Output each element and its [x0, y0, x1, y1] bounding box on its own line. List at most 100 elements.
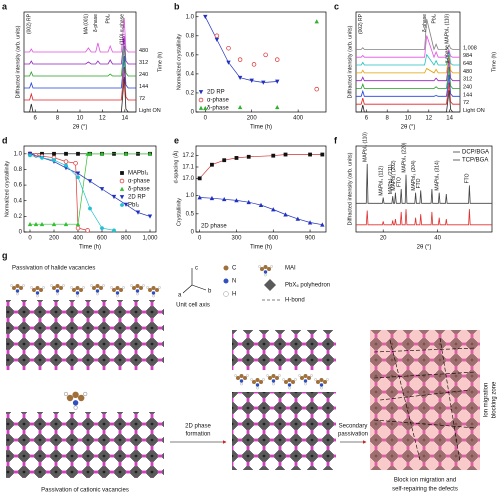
series-line	[356, 58, 460, 82]
step-text: 2D phase	[185, 424, 211, 430]
series-label: 480	[463, 69, 472, 75]
data-point	[249, 78, 254, 83]
annotation: MAPbI₃ (211)	[388, 164, 394, 194]
data-point	[73, 160, 78, 166]
legend: C N H MAI PbX₆ polyhedron H-bond	[223, 264, 330, 304]
series-line	[24, 55, 136, 89]
annotation: δ-phase	[422, 14, 428, 32]
step-text: passivation	[338, 432, 368, 438]
annotation: (002) RP	[27, 13, 33, 34]
data-point	[209, 195, 215, 201]
series-line	[356, 90, 460, 113]
data-point	[135, 210, 141, 215]
series-label: 648	[463, 61, 472, 67]
y-tick-label: 1.0	[186, 193, 195, 199]
data-point	[87, 151, 93, 156]
data-point	[275, 79, 280, 84]
x-tick-label: 600	[97, 236, 108, 242]
octahedra	[232, 392, 336, 470]
y-tick-label: 1.0	[14, 151, 23, 157]
right-axis-label: Time (h)	[157, 52, 163, 72]
data-point	[246, 199, 251, 205]
legend-label: α-phase	[207, 98, 229, 104]
blocking-zone	[370, 330, 480, 470]
series-label: 72	[463, 100, 469, 106]
x-axis-label: Time (h)	[250, 125, 272, 131]
data-point	[275, 57, 280, 62]
x-tick-label: 200	[49, 236, 60, 242]
panel-letter: a	[2, 1, 8, 11]
legend-label: 2D RP	[207, 90, 225, 96]
plot-frame	[23, 145, 157, 233]
annotation: MAPbI₃ (202)	[391, 160, 397, 190]
step-text: formation	[185, 432, 210, 438]
series-line	[356, 163, 492, 204]
series-label: 480	[139, 48, 148, 54]
data-point	[275, 104, 280, 110]
caption-text: self-repairing the defects	[392, 487, 458, 493]
data-point	[123, 202, 129, 207]
y-axis-label: Normalized crystallinity	[176, 34, 182, 90]
x-tick-label: 14	[121, 116, 128, 122]
data-point	[210, 162, 214, 167]
x-tick-label: 0	[28, 236, 32, 242]
annotation: 2D phase	[201, 224, 227, 230]
x-axis-label: 2θ (°)	[417, 245, 432, 251]
y-tick-label: 0.8	[14, 167, 23, 173]
plot-frame	[195, 145, 327, 233]
data-point	[234, 156, 239, 160]
x-axis-label: 2θ (°)	[401, 125, 416, 131]
series-line	[29, 155, 115, 231]
annotation: MAPbI₃ (112)	[379, 166, 385, 196]
data-point	[99, 187, 105, 192]
data-point	[99, 151, 105, 156]
panel-g: g Passivation of halide vacancies c b a …	[2, 250, 498, 493]
y-axis-label: Diffracted intensity (arb. units)	[15, 25, 21, 98]
annotation: MAPbI₃ (110)	[362, 132, 368, 162]
annotation: MAPbI₃ (314)	[435, 160, 441, 190]
data-point	[203, 14, 208, 20]
legend-swatch	[119, 178, 125, 184]
series-label: 312	[463, 77, 472, 83]
x-tick-label: 900	[305, 236, 316, 242]
series-line	[24, 45, 136, 77]
x-tick-label: 8	[56, 116, 60, 122]
step-text: Secondary	[339, 424, 368, 430]
legend-text: PbX₆ polyhedron	[285, 283, 330, 289]
series-line	[199, 197, 323, 226]
panel-letter: f	[334, 135, 338, 145]
legend-text: H	[232, 292, 236, 298]
series-line	[199, 154, 323, 179]
molecule-layer	[234, 373, 329, 390]
annotation: δ-phase	[93, 14, 99, 32]
data-point	[237, 75, 243, 81]
data-point	[261, 80, 266, 85]
data-point	[88, 206, 92, 211]
data-point	[63, 221, 69, 227]
data-point	[75, 225, 81, 231]
y-tick-label: 0.4	[14, 198, 23, 204]
right-axis-label: Time (h)	[491, 52, 497, 72]
y-axis-label: Normalized crystallinity	[4, 161, 10, 217]
legend-swatch	[198, 97, 204, 103]
axis-title: Unit cell axis	[176, 303, 210, 309]
plot-frame	[355, 145, 493, 233]
series-line	[356, 18, 460, 51]
data-point	[75, 221, 81, 227]
legend-text: N	[232, 279, 236, 285]
h-bonds	[373, 337, 477, 463]
annotation: PbI₂	[431, 14, 437, 24]
x-axis-label: 2θ (°)	[73, 125, 88, 131]
data-point	[214, 33, 220, 39]
y2-tick-label: 17.1	[182, 165, 194, 171]
series-line	[24, 76, 136, 113]
series-line	[24, 35, 136, 65]
series-line	[356, 82, 460, 105]
legend-text: H-bond	[285, 298, 305, 304]
legend-swatch	[120, 203, 124, 207]
data-point	[197, 195, 202, 200]
y-tick-label: 0	[191, 230, 195, 236]
y-tick-label: 0.5	[186, 211, 195, 217]
x-tick-label: 0	[204, 116, 208, 122]
